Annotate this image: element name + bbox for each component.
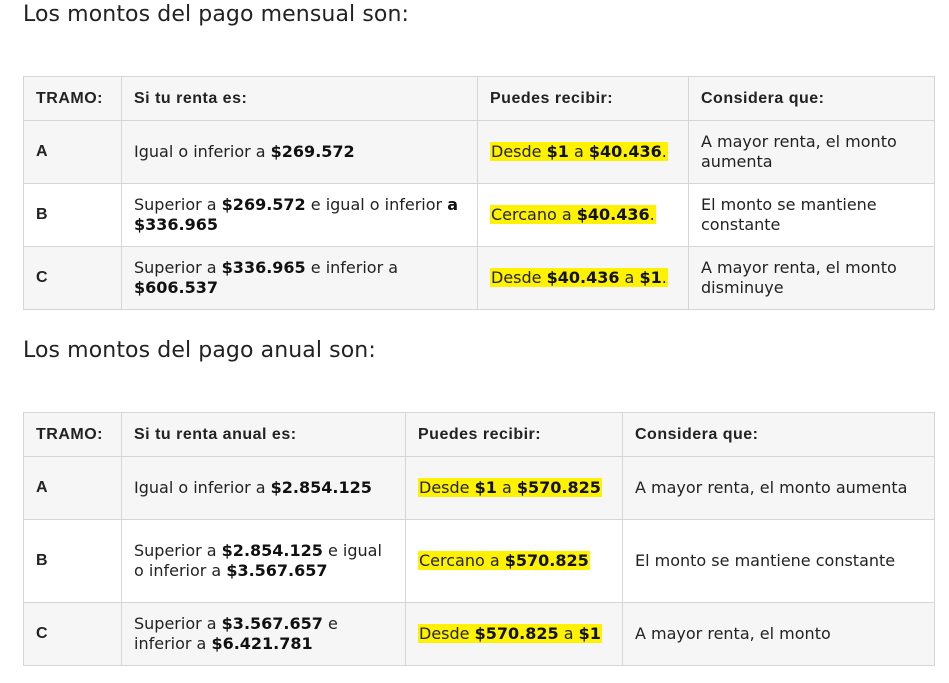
highlighted-amount: Desde $1 a $40.436. xyxy=(490,142,668,161)
renta-cell: Superior a $336.965 e inferior a $606.53… xyxy=(121,246,478,310)
table-row: A Igual o inferior a $2.854.125 Desde $1… xyxy=(23,456,935,520)
col-header-renta: Si tu renta es: xyxy=(121,76,478,121)
considera-cell: A mayor renta, el monto disminuye xyxy=(688,246,935,310)
considera-cell: El monto se mantiene constante xyxy=(622,519,935,603)
considera-cell: A mayor renta, el monto aumenta xyxy=(688,120,935,184)
col-header-considera: Considera que: xyxy=(622,412,935,457)
col-header-renta: Si tu renta anual es: xyxy=(121,412,406,457)
considera-cell: A mayor renta, el monto xyxy=(622,602,935,666)
table-header-row: TRAMO: Si tu renta es: Puedes recibir: C… xyxy=(23,76,935,121)
annual-payment-heading: Los montos del pago anual son: xyxy=(23,338,376,363)
table-header-row: TRAMO: Si tu renta anual es: Puedes reci… xyxy=(23,412,935,457)
table-row: C Superior a $3.567.657 e inferior a $6.… xyxy=(23,602,935,666)
tramo-cell: C xyxy=(23,246,122,310)
tramo-cell: A xyxy=(23,120,122,184)
monthly-payment-table: TRAMO: Si tu renta es: Puedes recibir: C… xyxy=(23,76,935,310)
col-header-recibir: Puedes recibir: xyxy=(405,412,623,457)
renta-cell: Igual o inferior a $269.572 xyxy=(121,120,478,184)
considera-cell: A mayor renta, el monto aumenta xyxy=(622,456,935,520)
tramo-cell: A xyxy=(23,456,122,520)
recibir-cell: Desde $1 a $570.825 xyxy=(405,456,623,520)
col-header-tramo: TRAMO: xyxy=(23,76,122,121)
considera-cell: El monto se mantiene constante xyxy=(688,183,935,247)
col-header-tramo: TRAMO: xyxy=(23,412,122,457)
tramo-cell: C xyxy=(23,602,122,666)
highlighted-amount: Cercano a $570.825 xyxy=(418,551,590,570)
renta-cell: Igual o inferior a $2.854.125 xyxy=(121,456,406,520)
table-row: B Superior a $269.572 e igual o inferior… xyxy=(23,183,935,247)
recibir-cell: Cercano a $40.436. xyxy=(477,183,689,247)
recibir-cell: Desde $1 a $40.436. xyxy=(477,120,689,184)
highlighted-amount: Desde $570.825 a $1 xyxy=(418,624,602,643)
recibir-cell: Desde $40.436 a $1. xyxy=(477,246,689,310)
recibir-cell: Cercano a $570.825 xyxy=(405,519,623,603)
highlighted-amount: Desde $40.436 a $1. xyxy=(490,268,668,287)
col-header-considera: Considera que: xyxy=(688,76,935,121)
monthly-payment-heading: Los montos del pago mensual son: xyxy=(23,2,410,27)
tramo-cell: B xyxy=(23,519,122,603)
highlighted-amount: Cercano a $40.436. xyxy=(490,205,656,224)
table-row: B Superior a $2.854.125 e igual o inferi… xyxy=(23,519,935,603)
renta-cell: Superior a $3.567.657 e inferior a $6.42… xyxy=(121,602,406,666)
annual-payment-table: TRAMO: Si tu renta anual es: Puedes reci… xyxy=(23,412,935,666)
table-row: A Igual o inferior a $269.572 Desde $1 a… xyxy=(23,120,935,184)
recibir-cell: Desde $570.825 a $1 xyxy=(405,602,623,666)
renta-cell: Superior a $2.854.125 e igual o inferior… xyxy=(121,519,406,603)
col-header-recibir: Puedes recibir: xyxy=(477,76,689,121)
tramo-cell: B xyxy=(23,183,122,247)
highlighted-amount: Desde $1 a $570.825 xyxy=(418,478,602,497)
renta-cell: Superior a $269.572 e igual o inferior a… xyxy=(121,183,478,247)
table-row: C Superior a $336.965 e inferior a $606.… xyxy=(23,246,935,310)
